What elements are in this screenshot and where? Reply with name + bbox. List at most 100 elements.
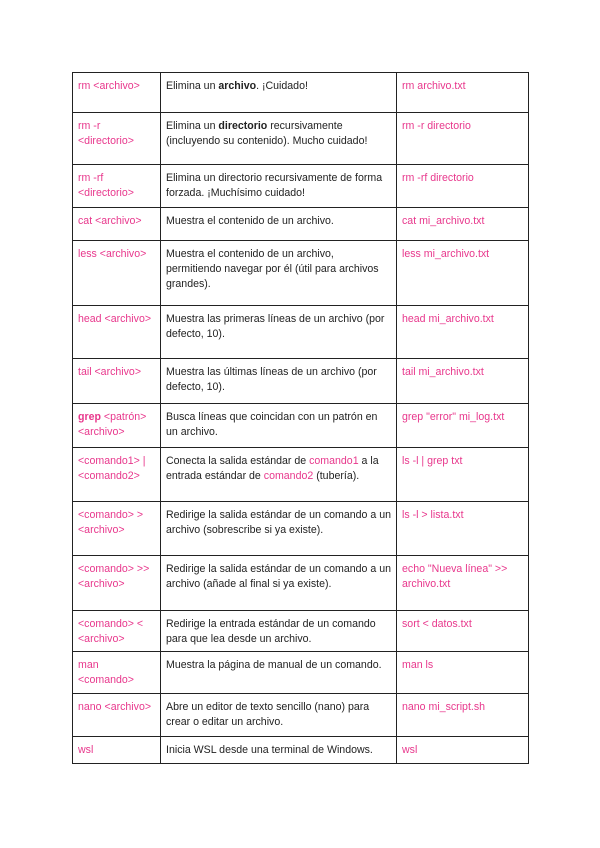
table-row: cat <archivo> Muestra el contenido de un … — [72, 207, 529, 241]
cell-text: rm -rf directorio — [402, 172, 474, 184]
cell-text: wsl — [78, 744, 94, 756]
command-cell: <comando> < <archivo> — [72, 610, 161, 652]
cell-text: Muestra las primeras líneas de un archiv… — [166, 313, 385, 340]
table-row: head <archivo> Muestra las primeras línea… — [72, 305, 529, 359]
description-cell: Conecta la salida estándar de comando1 a… — [160, 447, 397, 502]
command-cell: head <archivo> — [72, 305, 161, 359]
cell-text: nano mi_script.sh — [402, 701, 486, 713]
cell-text: less <archivo> — [78, 248, 147, 260]
description-cell: Redirige la salida estándar de un comand… — [160, 555, 397, 611]
command-cell: grep <patrón> <archivo> — [72, 403, 161, 448]
cell-text: directorio — [218, 120, 268, 132]
example-cell: grep "error" mi_log.txt — [396, 403, 529, 448]
cell-text: rm archivo.txt — [402, 80, 466, 92]
cell-text: cat <archivo> — [78, 215, 142, 227]
description-cell: Elimina un archivo. ¡Cuidado! — [160, 72, 397, 113]
cell-text: rm <archivo> — [78, 80, 140, 92]
description-cell: Busca líneas que coincidan con un patrón… — [160, 403, 397, 448]
cell-text: (tubería). — [313, 470, 360, 482]
command-cell: <comando> >> <archivo> — [72, 555, 161, 611]
cell-text: <patrón> <archivo> — [78, 411, 147, 438]
table-row: nano <archivo> Abre un editor de texto se… — [72, 693, 529, 737]
cell-text: <comando> < <archivo> — [78, 618, 144, 645]
cell-text: rm -rf <directorio> — [78, 172, 134, 199]
example-cell: rm archivo.txt — [396, 72, 529, 113]
cell-text: ls -l > lista.txt — [402, 509, 464, 521]
table-row: rm <archivo> Elimina un archivo. ¡Cuidado… — [72, 72, 529, 113]
table-row: <comando1> | <comando2> Conecta la salida… — [72, 447, 529, 502]
description-cell: Elimina un directorio recursivamente de … — [160, 164, 397, 208]
cell-text: cat mi_archivo.txt — [402, 215, 485, 227]
cell-text: sort < datos.txt — [402, 618, 472, 630]
description-cell: Abre un editor de texto sencillo (nano) … — [160, 693, 397, 737]
cell-text: Muestra la página de manual de un comand… — [166, 659, 382, 671]
table-row: <comando> < <archivo> Redirige la entrada… — [72, 610, 529, 652]
example-cell: ls -l > lista.txt — [396, 501, 529, 556]
command-cell: nano <archivo> — [72, 693, 161, 737]
example-cell: sort < datos.txt — [396, 610, 529, 652]
cell-text: wsl — [402, 744, 418, 756]
table-row: <comando> > <archivo> Redirige la salida … — [72, 501, 529, 556]
example-cell: less mi_archivo.txt — [396, 240, 529, 306]
cell-text: tail mi_archivo.txt — [402, 366, 484, 378]
table-row: wsl Inicia WSL desde una terminal de Wind… — [72, 736, 529, 764]
cell-text: archivo — [218, 80, 257, 92]
command-cell: rm -rf <directorio> — [72, 164, 161, 208]
example-cell: wsl — [396, 736, 529, 764]
cell-text: grep — [78, 411, 101, 423]
example-cell: rm -rf directorio — [396, 164, 529, 208]
cell-text: rm -r <directorio> — [78, 120, 134, 147]
example-cell: head mi_archivo.txt — [396, 305, 529, 359]
cell-text: Muestra las últimas líneas de un archivo… — [166, 366, 377, 393]
cell-text: rm -r directorio — [402, 120, 471, 132]
example-cell: rm -r directorio — [396, 112, 529, 165]
cell-text: head mi_archivo.txt — [402, 313, 494, 325]
cell-text: Abre un editor de texto sencillo (nano) … — [166, 701, 370, 728]
cell-text: Redirige la salida estándar de un comand… — [166, 509, 391, 536]
table-row: rm -r <directorio> Elimina un directorio … — [72, 112, 529, 165]
command-cell: man <comando> — [72, 651, 161, 694]
cell-text: recursivamente (incluyendo su contenido)… — [166, 120, 368, 147]
cell-text: Elimina un — [166, 120, 219, 132]
description-cell: Muestra el contenido de un archivo, perm… — [160, 240, 397, 306]
example-cell: tail mi_archivo.txt — [396, 358, 529, 404]
cell-text: Elimina un — [166, 80, 219, 92]
command-cell: rm -r <directorio> — [72, 112, 161, 165]
description-cell: Muestra la página de manual de un comand… — [160, 651, 397, 694]
description-cell: Muestra las primeras líneas de un archiv… — [160, 305, 397, 359]
table-row: rm -rf <directorio> Elimina un directorio… — [72, 164, 529, 208]
cell-text: Redirige la entrada estándar de un coman… — [166, 618, 376, 645]
command-cell: cat <archivo> — [72, 207, 161, 241]
command-cell: wsl — [72, 736, 161, 764]
command-cell: <comando1> | <comando2> — [72, 447, 161, 502]
example-cell: ls -l | grep txt — [396, 447, 529, 502]
description-cell: Redirige la entrada estándar de un coman… — [160, 610, 397, 652]
command-cell: tail <archivo> — [72, 358, 161, 404]
cell-text: tail <archivo> — [78, 366, 142, 378]
description-cell: Inicia WSL desde una terminal de Windows… — [160, 736, 397, 764]
description-cell: Muestra las últimas líneas de un archivo… — [160, 358, 397, 404]
cell-text: . ¡Cuidado! — [256, 80, 308, 92]
cell-text: Muestra el contenido de un archivo, perm… — [166, 248, 379, 290]
cell-text: Redirige la salida estándar de un comand… — [166, 563, 391, 590]
table-row: less <archivo> Muestra el contenido de un… — [72, 240, 529, 306]
cell-text: less mi_archivo.txt — [402, 248, 490, 260]
cell-text: <comando1> | <comando2> — [78, 455, 146, 482]
example-cell: nano mi_script.sh — [396, 693, 529, 737]
table-row: <comando> >> <archivo> Redirige la salida… — [72, 555, 529, 611]
cell-text: <comando> > <archivo> — [78, 509, 144, 536]
cell-text: nano <archivo> — [78, 701, 152, 713]
description-cell: Muestra el contenido de un archivo. — [160, 207, 397, 241]
cell-text: man ls — [402, 659, 434, 671]
cell-text: comando1 — [309, 455, 359, 467]
cell-text: echo "Nueva línea" >> archivo.txt — [402, 563, 508, 590]
command-cell: <comando> > <archivo> — [72, 501, 161, 556]
example-cell: cat mi_archivo.txt — [396, 207, 529, 241]
cell-text: Busca líneas que coincidan con un patrón… — [166, 411, 378, 438]
description-cell: Elimina un directorio recursivamente (in… — [160, 112, 397, 165]
cell-text: ls -l | grep txt — [402, 455, 463, 467]
command-cell: rm <archivo> — [72, 72, 161, 113]
cell-text: comando2 — [263, 470, 314, 482]
cell-text: Conecta la salida estándar de — [166, 455, 310, 467]
description-cell: Redirige la salida estándar de un comand… — [160, 501, 397, 556]
